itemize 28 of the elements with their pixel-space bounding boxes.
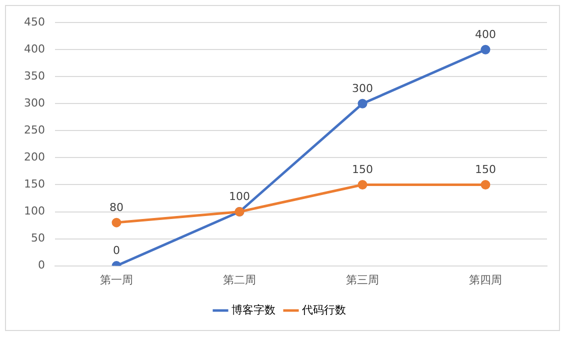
point [480,44,490,54]
data-label: 150 [475,163,496,176]
data-label: 400 [475,28,496,41]
legend-label: 博客字数 [232,303,276,316]
data-label: 0 [112,244,120,258]
y-tick-label: 200 [24,150,45,164]
x-tick-label: 第三周 [346,273,379,286]
y-tick-label: 0 [38,258,45,272]
x-tick-label: 第二周 [222,273,256,286]
point [112,218,122,228]
y-tick-label: 100 [24,204,45,218]
y-tick-label: 250 [24,124,45,137]
data-label: 80 [109,200,124,214]
y-tick-label: 450 [24,15,45,28]
y-tick-label: 350 [24,70,45,83]
data-label: 100 [228,190,250,204]
point [358,180,368,190]
x-tick-label: 第四周 [469,273,502,286]
legend-label: 代码行数 [301,303,346,316]
y-tick-label: 400 [24,42,45,56]
y-tick-label: 50 [30,232,45,245]
x-tick-label: 第一周 [100,273,133,286]
y-tick-label: 150 [24,178,45,191]
y-tick-label: 300 [24,96,45,110]
data-label: 300 [352,82,373,96]
data-label: 150 [352,163,373,176]
point [480,180,490,190]
point [358,98,368,108]
